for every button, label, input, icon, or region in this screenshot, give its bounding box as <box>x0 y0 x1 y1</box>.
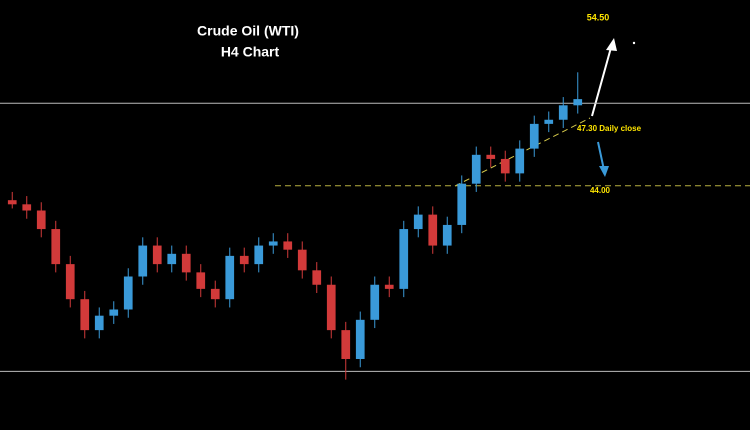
candle-body <box>254 245 264 265</box>
down-arrow <box>597 141 605 171</box>
candle-body <box>51 229 61 265</box>
daily-close-label: 47.30 Daily close <box>577 124 642 133</box>
candle-body <box>210 288 220 300</box>
candle-body <box>428 214 438 246</box>
candle-body <box>297 249 307 271</box>
up-arrow <box>591 43 613 117</box>
candle-body <box>225 255 235 300</box>
candle-body <box>326 284 336 331</box>
candle-body <box>94 315 104 331</box>
target-label: 54.50 <box>587 12 610 22</box>
candle-body <box>471 154 481 184</box>
candle-body <box>138 245 148 277</box>
candle-body <box>515 148 525 174</box>
candle-body <box>239 255 249 265</box>
candle-body <box>152 245 162 265</box>
candle-body <box>268 241 278 246</box>
down-arrow-head <box>599 166 609 177</box>
candle-body <box>384 284 394 289</box>
candle-body <box>399 229 409 289</box>
candle-body <box>181 253 191 273</box>
dot <box>632 41 636 45</box>
chart-subtitle: H4 Chart <box>221 44 280 60</box>
candle-body <box>370 284 380 320</box>
candle-body <box>558 105 568 120</box>
support-label: 44.00 <box>590 186 611 195</box>
candle-body <box>109 309 119 316</box>
candle-body <box>123 276 133 310</box>
candle-body <box>36 210 46 230</box>
candle-body <box>22 204 32 211</box>
candle-body <box>355 319 365 359</box>
up-arrow-head <box>606 38 617 51</box>
candle-body <box>7 200 17 205</box>
candle-body <box>442 224 452 246</box>
candle-body <box>312 270 322 285</box>
candle-body <box>486 154 496 159</box>
chart-title: Crude Oil (WTI) <box>197 23 299 39</box>
candle-body <box>529 123 539 149</box>
candle-body <box>283 241 293 250</box>
candle-body <box>167 253 177 265</box>
candle-body <box>500 158 510 174</box>
candle-body <box>544 119 554 124</box>
candle-body <box>196 272 206 289</box>
candle-body <box>341 330 351 359</box>
candle-body <box>65 264 75 300</box>
candle-body <box>573 99 583 106</box>
candle-body <box>457 183 467 225</box>
candle-body <box>80 299 90 331</box>
candle-body <box>413 214 423 230</box>
